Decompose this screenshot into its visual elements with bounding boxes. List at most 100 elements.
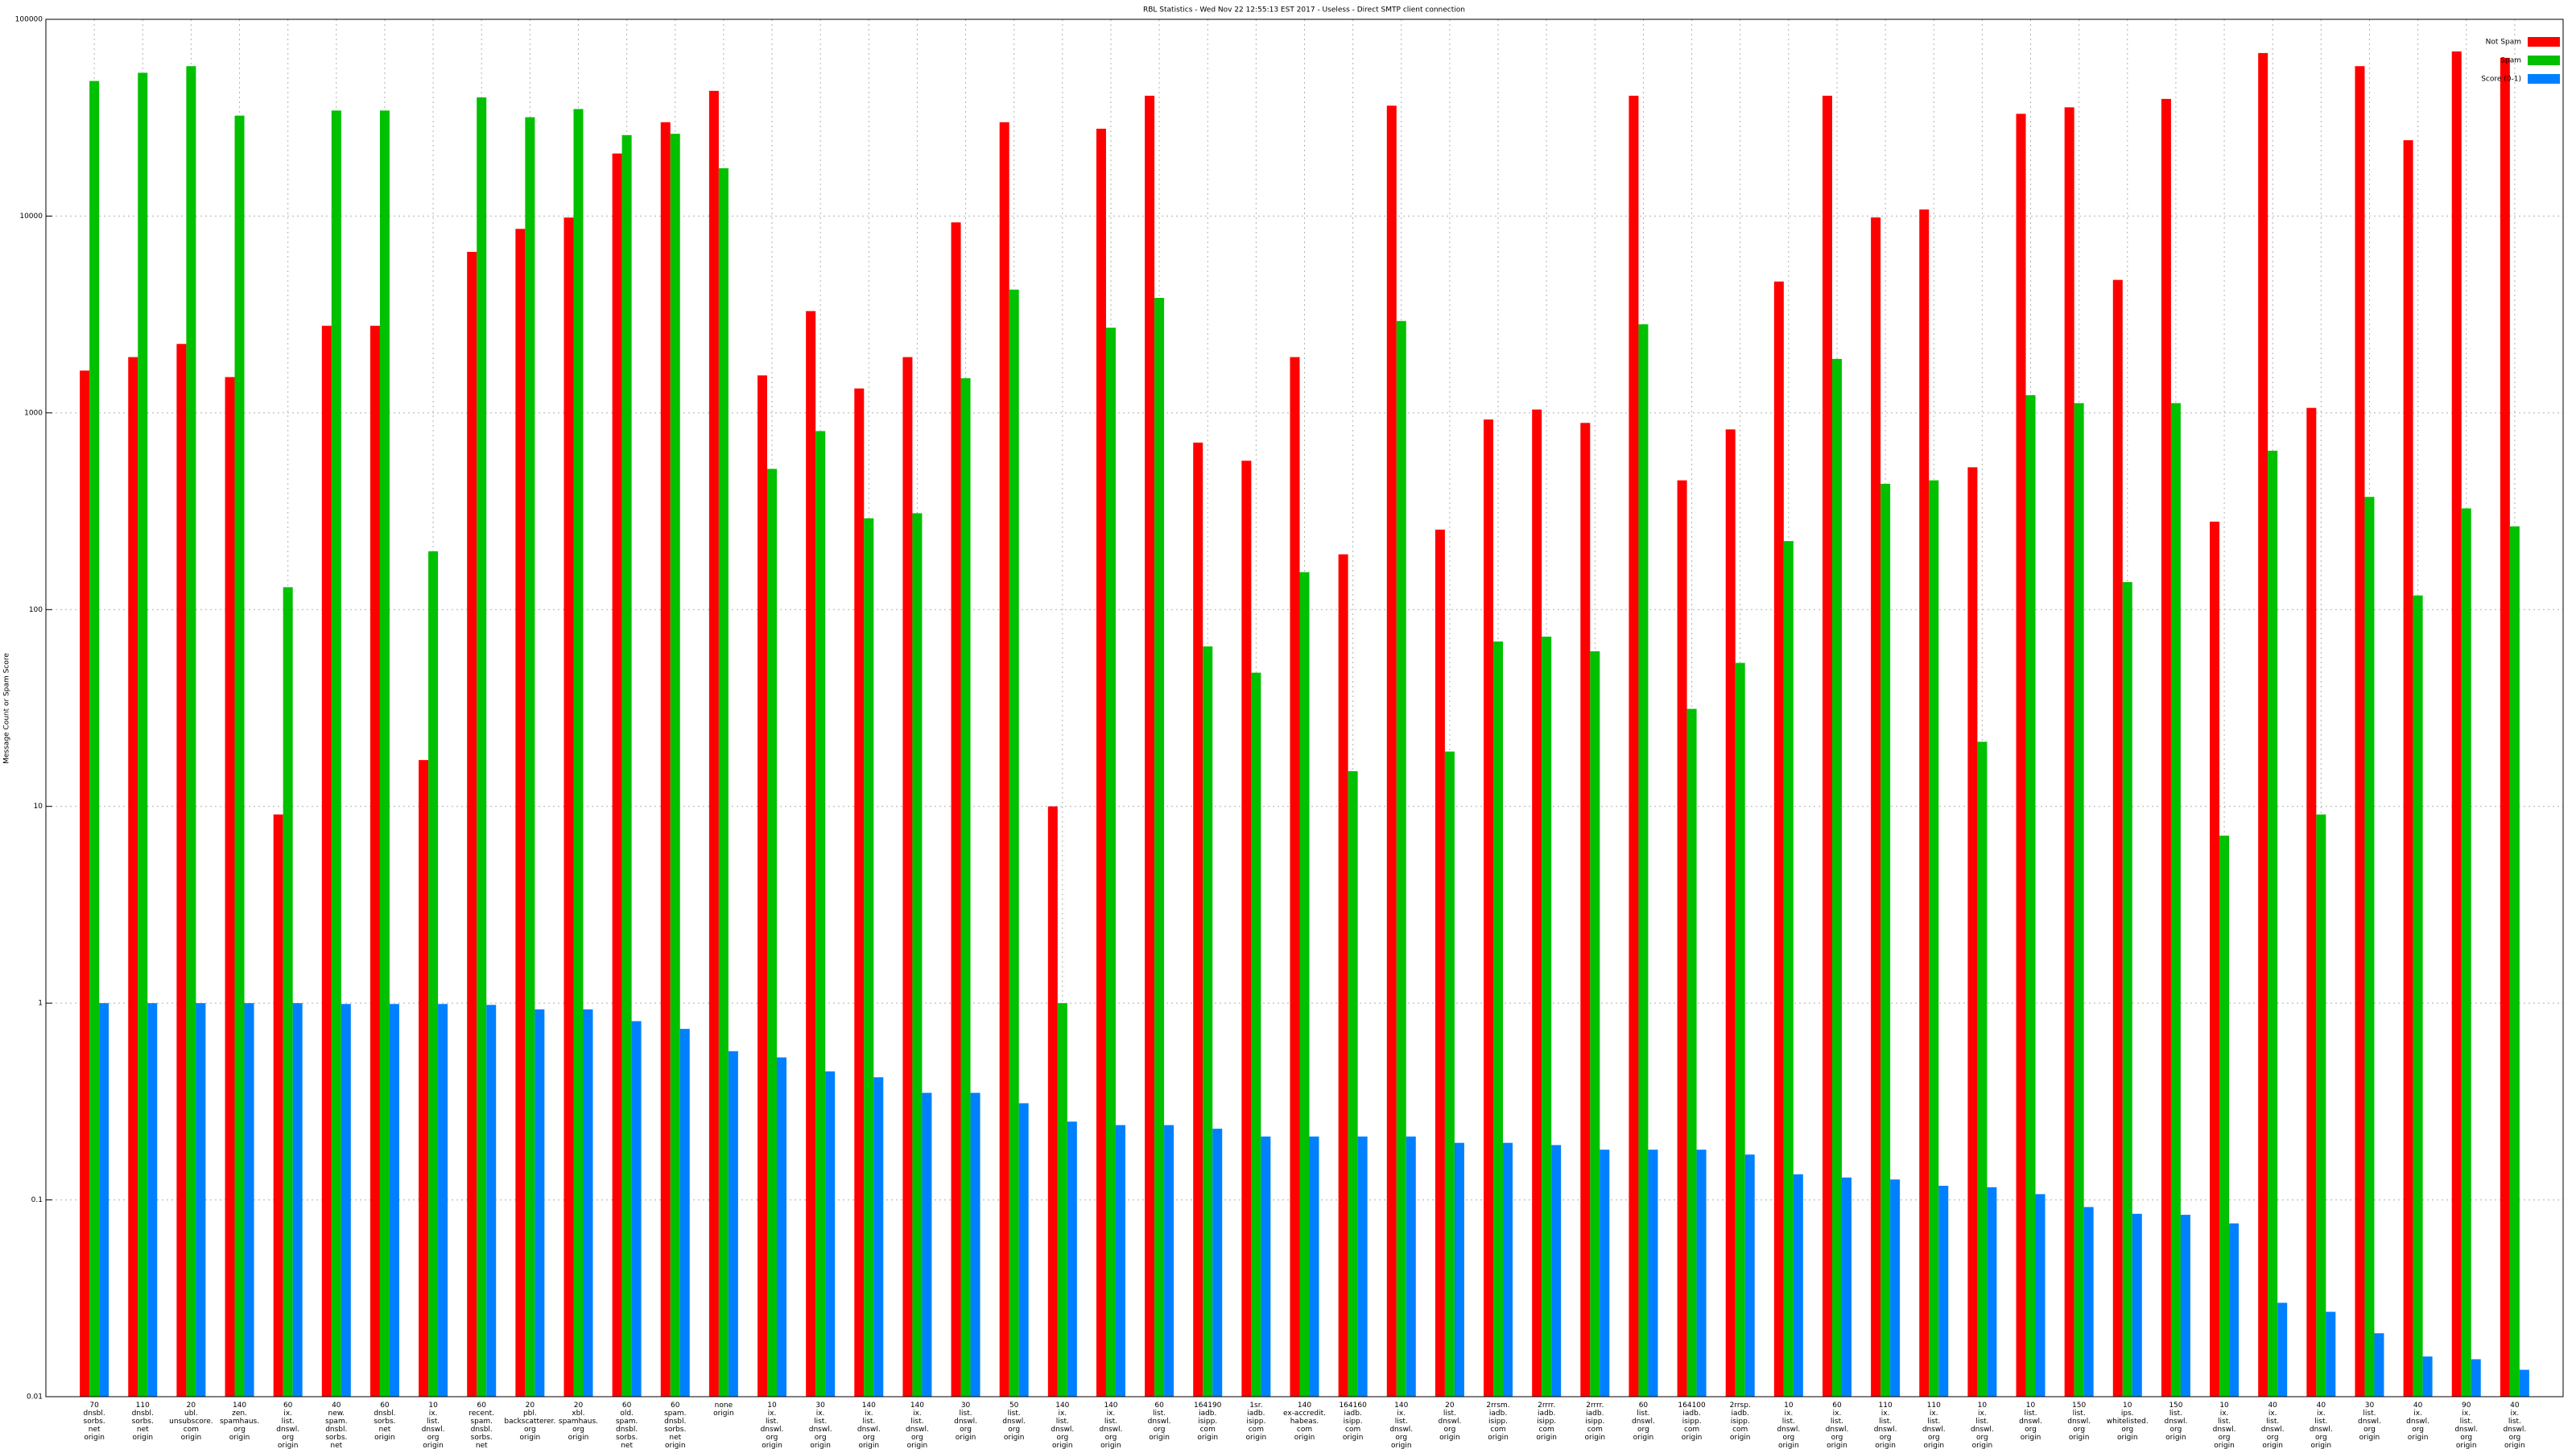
bar — [1735, 663, 1745, 1397]
x-tick-label: 30 list. dnswl. org origin — [954, 1402, 977, 1442]
x-tick-label-line: dnswl. — [2358, 1418, 2381, 1426]
x-tick-label-line: list. — [1879, 1418, 1892, 1426]
bar — [486, 1005, 497, 1397]
x-tick-label-line: org — [572, 1426, 584, 1434]
x-tick-label-line: org — [1880, 1434, 1892, 1442]
x-tick-label-line: origin — [181, 1434, 202, 1442]
x-tick-label-line: dnswl. — [1777, 1426, 1800, 1434]
bar — [1831, 358, 1842, 1397]
x-tick-label: 20 xbl. spamhaus. org origin — [559, 1402, 598, 1442]
x-tick-label-line: ips. — [2121, 1410, 2134, 1418]
x-tick-label-line: origin — [2117, 1434, 2138, 1442]
x-tick-label-line: 40 — [2413, 1402, 2423, 1410]
bar — [1600, 1150, 1610, 1397]
x-tick-label-line: net — [476, 1442, 488, 1449]
bar — [2229, 1223, 2240, 1397]
x-tick-label-line: org — [2267, 1434, 2279, 1442]
bar — [679, 1029, 690, 1397]
bar — [2064, 107, 2074, 1397]
x-tick-label-line: 40 — [2317, 1402, 2326, 1410]
x-tick-label-line: list. — [1637, 1410, 1649, 1418]
x-tick-label-line: origin — [2359, 1434, 2380, 1442]
bar — [1793, 1174, 1803, 1397]
x-tick-label-line: origin — [2069, 1434, 2090, 1442]
x-tick-label-line: list. — [2024, 1410, 2037, 1418]
x-tick-label: 2rrsp. iadb. isipp. com origin — [1730, 1402, 1751, 1442]
x-tick-label-line: isipp. — [1488, 1418, 1508, 1426]
x-tick-label-line: list. — [1927, 1418, 1940, 1426]
x-tick-label-line: dnswl. — [2503, 1426, 2526, 1434]
bar — [1686, 708, 1697, 1397]
x-tick-label: none origin — [713, 1402, 734, 1418]
bar — [2471, 1359, 2481, 1397]
bar — [525, 117, 535, 1397]
x-tick-label-line: org — [911, 1434, 923, 1442]
legend-swatch — [2528, 37, 2560, 47]
bar — [1880, 483, 1891, 1397]
x-tick-label: 150 list. dnswl. org origin — [2067, 1402, 2091, 1442]
x-tick-label-line: 10 — [428, 1402, 438, 1410]
bar — [1638, 324, 1649, 1397]
legend-label: Score (0-1) — [2481, 76, 2521, 84]
x-tick-label-line: list. — [1056, 1418, 1069, 1426]
x-tick-label-line: list. — [2218, 1418, 2231, 1426]
bar — [2180, 1215, 2190, 1397]
x-tick-label-line: list. — [1104, 1418, 1117, 1426]
x-tick-label-line: origin — [665, 1442, 686, 1449]
x-tick-label: 10 ix. list. dnswl. org origin — [761, 1402, 784, 1449]
x-tick-label-line: recent. — [469, 1410, 494, 1418]
x-tick-label-line: list. — [766, 1418, 778, 1426]
bar — [138, 72, 148, 1397]
x-tick-label-line: org — [1637, 1426, 1649, 1434]
x-tick-label-line: 10 — [2026, 1402, 2036, 1410]
x-tick-label-line: isipp. — [1585, 1418, 1604, 1426]
bar — [922, 1092, 932, 1397]
bar — [1193, 442, 1203, 1397]
x-tick-label-line: list. — [1008, 1410, 1021, 1418]
x-tick-label-line: 40 — [2268, 1402, 2277, 1410]
bar — [515, 229, 526, 1397]
x-tick-label-line: 164160 — [1339, 1402, 1367, 1410]
x-tick-label-line: ix. — [2413, 1410, 2422, 1418]
x-tick-label-line: org — [2460, 1434, 2472, 1442]
x-tick-label-line: origin — [374, 1434, 395, 1442]
bar — [1503, 1142, 1513, 1397]
x-tick-label-line: 10 — [1784, 1402, 1794, 1410]
x-tick-label: 164100 iadb. isipp. com origin — [1678, 1402, 1706, 1442]
x-tick-label-line: origin — [810, 1442, 831, 1449]
bar — [1871, 217, 1881, 1397]
bar — [186, 66, 196, 1397]
bar — [292, 1003, 303, 1397]
x-tick-label-line: sorbs. — [325, 1434, 347, 1442]
x-tick-label-line: org — [282, 1434, 294, 1442]
bar — [806, 311, 816, 1397]
x-tick-label-line: com — [1200, 1426, 1216, 1434]
bar — [1299, 572, 1310, 1397]
x-tick-label-line: origin — [1488, 1434, 1509, 1442]
bar — [2306, 407, 2317, 1397]
bar — [1241, 460, 1252, 1397]
x-tick-label: 30 list. dnswl. org origin — [2358, 1402, 2381, 1442]
x-tick-label-line: iadb. — [1682, 1410, 1700, 1418]
bar — [573, 109, 584, 1397]
x-tick-label-line: 140 — [1104, 1402, 1117, 1410]
x-tick-label-line: org — [2073, 1426, 2085, 1434]
x-tick-label-line: dnswl. — [954, 1418, 977, 1426]
bar — [1115, 1125, 1125, 1397]
x-tick-label-line: dnswl. — [1438, 1418, 1461, 1426]
x-tick-label-line: dnswl. — [1051, 1426, 1074, 1434]
x-tick-label-line: isipp. — [1344, 1418, 1363, 1426]
bar — [631, 1021, 642, 1397]
bar — [369, 325, 380, 1397]
bar — [1261, 1136, 1271, 1397]
x-tick-label-line: org — [1831, 1434, 1843, 1442]
x-tick-label-line: org — [2412, 1426, 2424, 1434]
bar — [2083, 1207, 2094, 1397]
x-tick-label-line: origin — [568, 1434, 589, 1442]
bar — [1590, 651, 1600, 1397]
x-tick-label: 90 ix. list. dnswl. org origin — [2454, 1402, 2478, 1449]
x-tick-label: 30 ix. list. dnswl. org origin — [809, 1402, 832, 1449]
x-tick-label: 2rrrr. iadb. isipp. com origin — [1584, 1402, 1605, 1442]
x-tick-label: 10 ix. list. dnswl. org origin — [2213, 1402, 2236, 1449]
